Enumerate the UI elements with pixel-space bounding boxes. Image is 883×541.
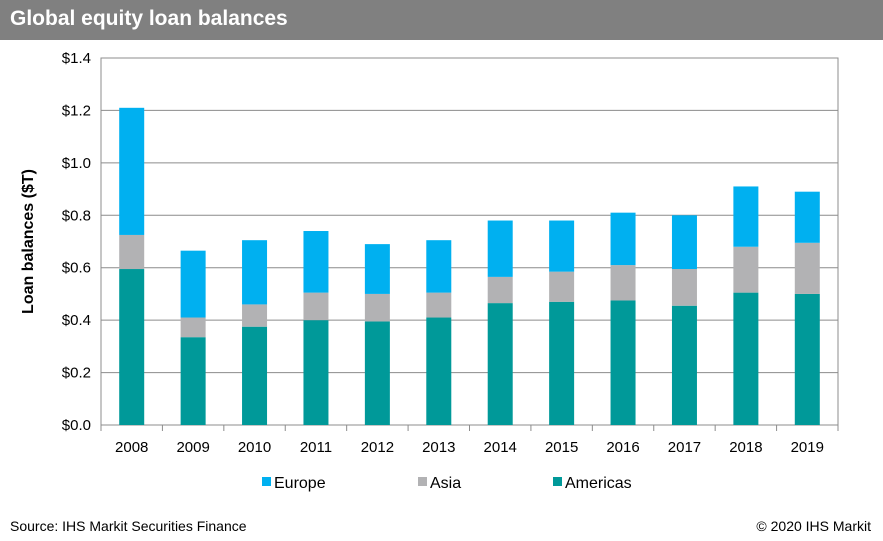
bar-asia-2009 xyxy=(180,317,206,338)
x-tick-label: 2018 xyxy=(729,439,762,456)
bar-asia-2019 xyxy=(794,242,820,294)
bar-americas-2015 xyxy=(549,301,575,425)
x-tick-label: 2014 xyxy=(484,439,517,456)
bar-americas-2013 xyxy=(426,317,452,425)
y-tick-label: $1.2 xyxy=(62,102,91,119)
bar-americas-2017 xyxy=(671,305,697,425)
bar-asia-2008 xyxy=(119,234,145,270)
y-tick-label: $0.6 xyxy=(62,260,91,277)
bar-europe-2017 xyxy=(671,215,697,270)
plot-area-border xyxy=(100,57,839,426)
bar-europe-2018 xyxy=(733,186,759,247)
bar-americas-2009 xyxy=(180,337,206,425)
bar-europe-2015 xyxy=(549,220,575,272)
x-tick-label: 2011 xyxy=(300,439,332,456)
bar-americas-2012 xyxy=(364,321,390,425)
y-axis-label: Loan balances ($T) xyxy=(20,169,37,314)
legend-swatch-europe xyxy=(262,477,271,486)
x-tick-label: 2016 xyxy=(606,439,639,456)
bar-asia-2015 xyxy=(549,271,575,302)
bar-americas-2010 xyxy=(242,326,268,425)
x-tick-label: 2013 xyxy=(422,439,455,456)
bar-europe-2011 xyxy=(303,231,329,293)
y-tick-label: $0.4 xyxy=(62,312,91,329)
bar-asia-2016 xyxy=(610,265,636,301)
bar-americas-2016 xyxy=(610,300,636,425)
bar-asia-2018 xyxy=(733,246,759,293)
bar-americas-2018 xyxy=(733,292,759,425)
legend-label-asia: Asia xyxy=(430,475,461,492)
bar-asia-2017 xyxy=(671,269,697,306)
bar-europe-2009 xyxy=(180,250,206,318)
bar-asia-2014 xyxy=(487,276,513,304)
bar-americas-2011 xyxy=(303,320,329,425)
legend-label-americas: Americas xyxy=(565,475,632,492)
bar-europe-2012 xyxy=(364,244,390,294)
stacked-bar-chart: $0.0 $0.2 $0.4 $0.6 $0.8 $1.0 $1.2 $1.4 Loan bal… xyxy=(20,50,839,492)
bar-asia-2011 xyxy=(303,292,329,321)
legend-swatch-americas xyxy=(553,477,562,486)
bar-asia-2013 xyxy=(426,292,452,318)
bar-europe-2019 xyxy=(794,191,820,243)
bar-europe-2014 xyxy=(487,220,513,277)
bar-europe-2010 xyxy=(242,240,268,305)
y-tick-label: $0.2 xyxy=(62,365,91,382)
bar-americas-2014 xyxy=(487,303,513,425)
y-tick-label: $0.8 xyxy=(62,207,91,224)
x-tick-label: 2015 xyxy=(545,439,578,456)
y-tick-label: $1.4 xyxy=(62,50,91,67)
x-tick-label: 2009 xyxy=(176,439,209,456)
y-tick-label: $0.0 xyxy=(62,417,91,434)
bar-americas-2019 xyxy=(794,293,820,425)
bar-europe-2013 xyxy=(426,240,452,293)
legend-label-europe: Europe xyxy=(274,475,326,492)
bar-asia-2010 xyxy=(242,304,268,327)
x-tick-label: 2008 xyxy=(115,439,148,456)
x-tick-label: 2019 xyxy=(791,439,824,456)
page-title: Global equity loan balances xyxy=(10,7,288,30)
x-tick-label: 2010 xyxy=(238,439,271,456)
x-tick-label: 2017 xyxy=(668,439,701,456)
legend-swatch-asia xyxy=(418,477,427,486)
bar-europe-2008 xyxy=(119,107,145,235)
y-tick-label: $1.0 xyxy=(62,155,91,172)
copyright-note: © 2020 IHS Markit xyxy=(756,518,871,534)
source-note: Source: IHS Markit Securities Finance xyxy=(10,518,247,534)
bar-asia-2012 xyxy=(364,293,390,322)
x-tick-label: 2012 xyxy=(361,439,394,456)
bar-americas-2008 xyxy=(119,269,145,425)
bar-europe-2016 xyxy=(610,212,636,266)
title-bar: Global equity loan balances xyxy=(0,0,883,40)
